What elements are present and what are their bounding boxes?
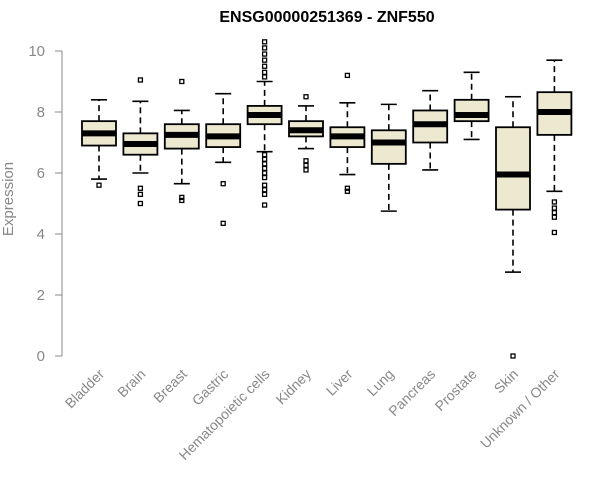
x-tick-label: Skin <box>491 366 522 397</box>
outlier-point <box>261 182 268 188</box>
outlier-point <box>137 185 144 191</box>
outlier-point <box>179 197 185 204</box>
outlier-point <box>261 39 268 45</box>
y-tick-label: 6 <box>37 165 45 182</box>
chart-title: ENSG00000251369 - ZNF550 <box>219 9 434 26</box>
outlier-point <box>179 194 185 201</box>
y-tick-label: 8 <box>37 104 45 121</box>
outlier-point <box>261 63 268 69</box>
y-axis-label: Expression <box>0 162 17 236</box>
outlier-point <box>551 214 558 220</box>
y-tick-label: 2 <box>37 287 45 304</box>
outlier-point <box>261 202 268 208</box>
outlier-point <box>261 152 268 158</box>
outlier-point <box>344 188 351 194</box>
iqr-box <box>370 129 407 165</box>
box-liver <box>329 72 366 194</box>
outlier-point <box>261 156 268 162</box>
box-lung <box>370 103 407 212</box>
x-tick-label: Breast <box>150 366 190 406</box>
boxes-group <box>81 39 573 359</box>
outlier-point <box>551 229 558 236</box>
y-tick-label: 4 <box>37 226 45 243</box>
outlier-point <box>510 353 516 359</box>
outlier-point <box>261 74 268 80</box>
box-bladder <box>81 99 117 188</box>
box-unknown-other <box>536 59 573 236</box>
outlier-point <box>261 69 268 75</box>
box-breast <box>163 78 200 204</box>
box-gastric <box>205 92 242 226</box>
x-tick-label: Unknown / Other <box>477 366 563 452</box>
outlier-point <box>261 57 268 63</box>
box-pancreas <box>412 89 449 171</box>
outlier-point <box>261 174 268 181</box>
outlier-point <box>137 191 144 198</box>
x-tick-label: Brain <box>114 366 148 400</box>
iqr-box <box>495 126 531 211</box>
box-skin <box>495 95 531 359</box>
outlier-point <box>220 181 226 187</box>
outlier-point <box>551 199 558 205</box>
outlier-point <box>179 78 185 85</box>
box-hematopoietic-cells <box>246 39 283 208</box>
outlier-point <box>261 45 268 51</box>
outlier-point <box>344 72 351 79</box>
outlier-point <box>551 209 558 216</box>
y-tick-label: 0 <box>37 348 45 365</box>
x-tick-label: Prostate <box>432 366 480 414</box>
x-tick-label: Kidney <box>273 366 315 408</box>
x-tick-label: Liver <box>323 366 356 399</box>
outlier-point <box>261 170 268 176</box>
outlier-point <box>261 191 268 198</box>
outlier-point <box>261 161 268 167</box>
box-prostate <box>453 71 490 141</box>
outlier-point <box>303 167 309 173</box>
outlier-point <box>303 158 309 164</box>
outlier-point <box>551 205 558 211</box>
outlier-point <box>344 185 351 191</box>
x-tick-label: Bladder <box>62 366 108 412</box>
y-tick-label: 10 <box>28 43 45 60</box>
box-brain <box>122 77 159 207</box>
box-kidney <box>288 94 324 173</box>
outlier-point <box>303 94 309 100</box>
outlier-point <box>303 162 309 169</box>
outlier-point <box>137 77 144 83</box>
outlier-point <box>261 187 268 193</box>
x-tick-label: Lung <box>364 366 397 399</box>
outlier-point <box>261 165 268 172</box>
outlier-point <box>96 182 102 188</box>
outlier-point <box>220 220 226 226</box>
outlier-point <box>137 200 144 207</box>
outlier-point <box>261 51 268 57</box>
y-axis: 0 2 4 6 8 10 <box>28 43 63 365</box>
